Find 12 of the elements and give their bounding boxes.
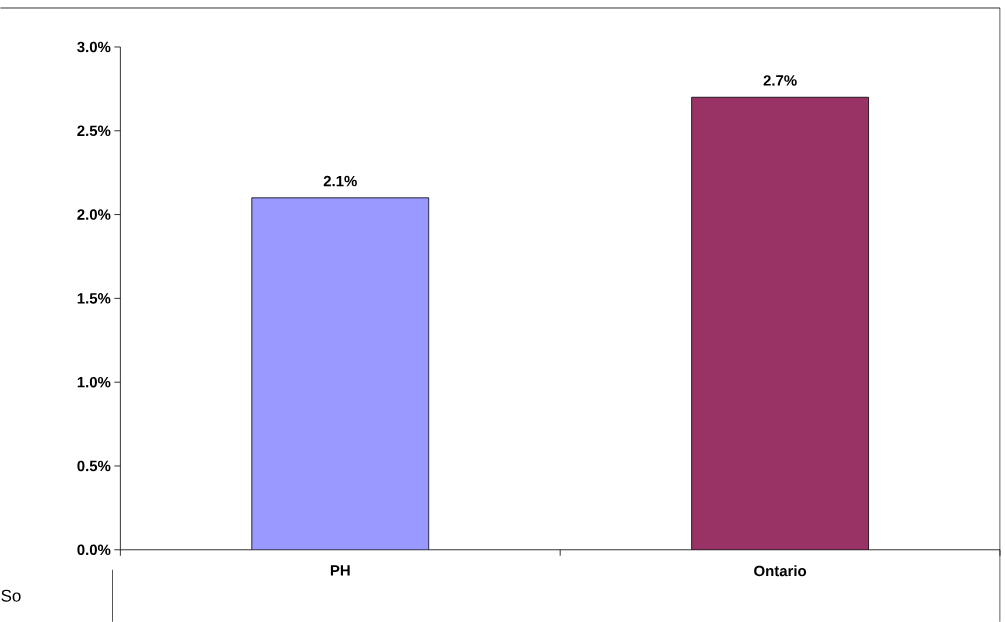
y-tick-label: 0.5% (77, 460, 111, 472)
y-tick-label: 2.5% (77, 125, 111, 136)
y-tick-label: 1.5% (77, 293, 111, 304)
text: So (1, 589, 21, 602)
y-tick-label: 2.0% (77, 209, 111, 220)
y-tick-label: 1.0% (77, 376, 111, 388)
data-label: 2.1% (323, 175, 357, 187)
y-tick-label: 0.0% (77, 544, 111, 555)
x-tick-label: PH (330, 565, 350, 576)
data-label: 2.7% (763, 75, 797, 86)
x-tick-label: Ontario (754, 565, 807, 577)
y-tick-label: 3.0% (77, 41, 111, 53)
